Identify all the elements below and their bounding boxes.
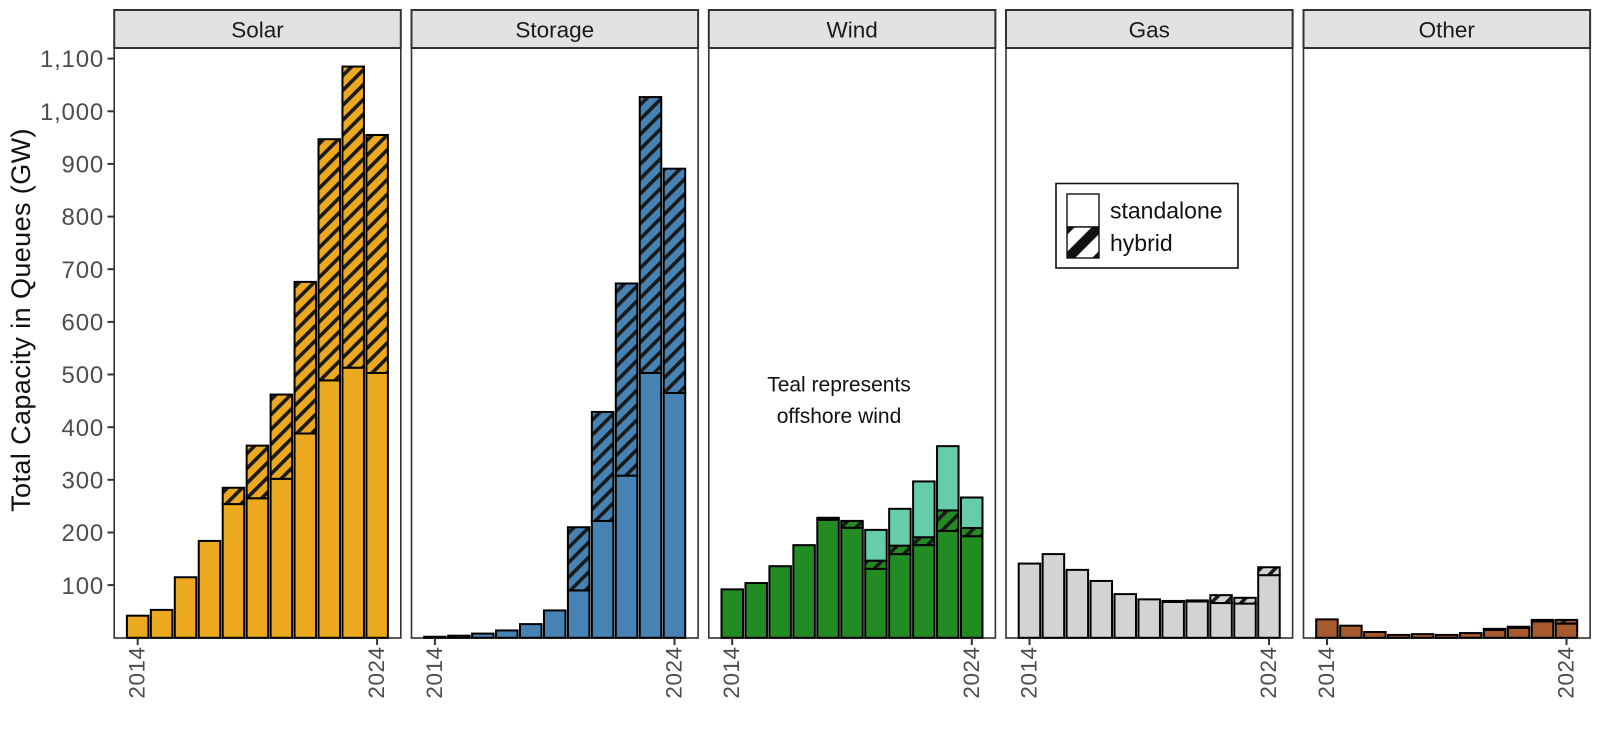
svg-text:200: 200 [62, 520, 104, 547]
svg-text:400: 400 [62, 415, 104, 442]
svg-text:700: 700 [62, 257, 104, 284]
svg-text:2024: 2024 [1256, 647, 1281, 699]
svg-text:2014: 2014 [1314, 647, 1339, 699]
svg-text:2024: 2024 [364, 647, 389, 699]
svg-text:2014: 2014 [125, 647, 150, 699]
svg-text:Total Capacity in Queues (GW): Total Capacity in Queues (GW) [6, 128, 36, 512]
svg-text:standalone: standalone [1110, 198, 1223, 224]
svg-text:900: 900 [62, 152, 104, 179]
svg-text:2024: 2024 [1554, 647, 1579, 699]
svg-text:2024: 2024 [959, 647, 984, 699]
svg-text:Solar: Solar [231, 18, 284, 43]
svg-text:100: 100 [62, 573, 104, 600]
svg-text:Gas: Gas [1129, 18, 1170, 43]
svg-text:2014: 2014 [1017, 647, 1042, 699]
svg-text:600: 600 [62, 310, 104, 337]
svg-text:Other: Other [1419, 18, 1476, 43]
svg-text:1,000: 1,000 [40, 99, 104, 126]
svg-text:2024: 2024 [662, 647, 687, 699]
svg-text:800: 800 [62, 204, 104, 231]
svg-text:Teal represents: Teal represents [767, 374, 911, 397]
svg-text:500: 500 [62, 362, 104, 389]
svg-text:1,100: 1,100 [40, 46, 104, 73]
svg-text:hybrid: hybrid [1110, 230, 1173, 256]
svg-text:2014: 2014 [719, 647, 744, 699]
svg-text:Storage: Storage [515, 18, 594, 43]
svg-text:offshore wind: offshore wind [777, 405, 902, 428]
svg-text:Wind: Wind [826, 18, 877, 43]
svg-text:2014: 2014 [422, 647, 447, 699]
svg-text:300: 300 [62, 467, 104, 494]
